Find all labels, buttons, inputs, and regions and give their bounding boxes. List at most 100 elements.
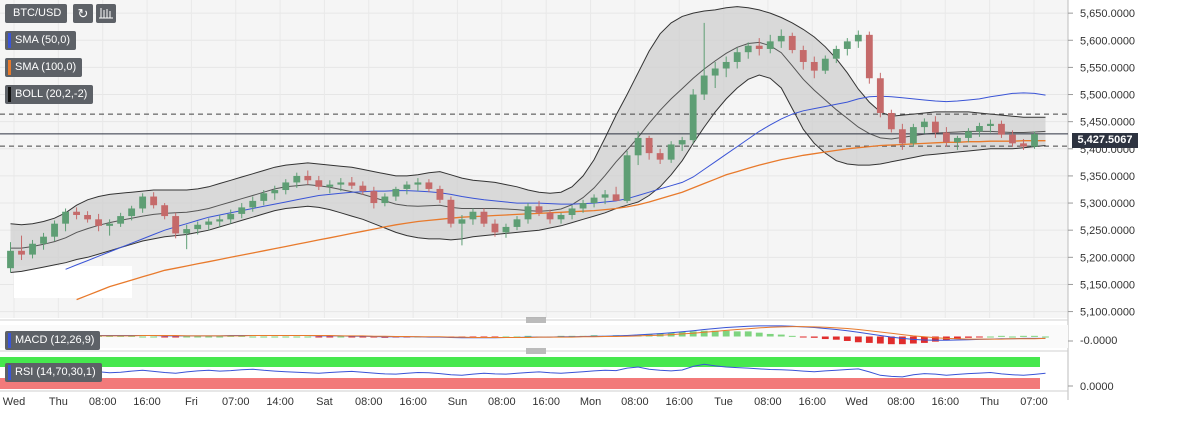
x-tick-label: Wed xyxy=(3,396,25,408)
refresh-button[interactable]: ↻ xyxy=(73,4,93,23)
macd-histogram-bar xyxy=(205,336,213,338)
candle-body xyxy=(579,203,587,209)
candle-body xyxy=(491,223,499,233)
macd-histogram-bar xyxy=(987,336,994,338)
candlestick-series xyxy=(7,22,1038,273)
y-tick-label: 5,450.0000 xyxy=(1080,117,1135,129)
macd-histogram-bar xyxy=(843,336,851,341)
macd-histogram-bar xyxy=(810,336,818,338)
x-tick-label: 16:00 xyxy=(399,396,427,408)
y-tick-label: 5,500.0000 xyxy=(1080,90,1135,102)
candle-body xyxy=(326,184,334,187)
x-tick-label: Tue xyxy=(714,396,733,408)
candle-body xyxy=(40,236,47,244)
x-tick-label: 16:00 xyxy=(798,396,826,408)
overlay-sma50-label: SMA (50,0) xyxy=(15,34,71,46)
indicator-rsi[interactable]: RSI (14,70,30,1) xyxy=(5,363,102,382)
macd-histogram-bar xyxy=(161,336,169,338)
candle-body xyxy=(392,188,400,197)
candle-body xyxy=(976,126,983,132)
macd-histogram-bar xyxy=(249,336,257,338)
candle-body xyxy=(51,223,58,237)
candle-body xyxy=(810,61,818,71)
x-tick-label: 08:00 xyxy=(89,396,117,408)
overlay-sma100-label: SMA (100,0) xyxy=(15,61,77,73)
candle-body xyxy=(117,216,125,224)
overlay-boll[interactable]: BOLL (20,2,-2) xyxy=(5,85,94,104)
candle-body xyxy=(954,137,961,143)
candle-body xyxy=(645,137,653,154)
candle-body xyxy=(766,41,774,49)
candle-body xyxy=(172,216,180,234)
y-tick-label: 5,600.0000 xyxy=(1080,35,1135,47)
overlay-sma50[interactable]: SMA (50,0) xyxy=(5,31,77,50)
candle-body xyxy=(711,68,719,76)
macd-histogram-bar xyxy=(1009,336,1016,338)
macd-histogram-bar xyxy=(954,336,961,340)
price-axis: 5,100.0000 5,150.0000 5,200.0000 5,250.0000… xyxy=(1068,8,1135,319)
macd-histogram-bar xyxy=(689,331,697,337)
x-tick-label: Thu xyxy=(49,396,68,408)
macd-histogram-bar xyxy=(194,336,202,338)
x-tick-label: 14:00 xyxy=(266,396,294,408)
macd-histogram-bar xyxy=(965,336,972,338)
macd-histogram-bar xyxy=(865,336,873,343)
candle-body xyxy=(480,211,488,224)
candle-body xyxy=(84,214,91,220)
candle-body xyxy=(315,180,323,187)
candle-body xyxy=(623,155,631,201)
macd-histogram-bar xyxy=(271,336,279,338)
x-tick-label: Sat xyxy=(316,396,333,408)
macd-pane-bg xyxy=(0,325,1068,348)
y-tick-label: 5,300.0000 xyxy=(1080,198,1135,210)
indicator-macd-swatch xyxy=(8,333,11,348)
candle-body xyxy=(744,45,752,53)
candle-body xyxy=(194,224,202,230)
macd-pane: -0.0000 xyxy=(0,317,1117,354)
macd-histogram-bar xyxy=(1042,336,1049,338)
candle-body xyxy=(854,34,862,42)
blank-box xyxy=(14,266,132,298)
candle-body xyxy=(381,196,389,204)
rsi-line xyxy=(10,363,1046,378)
macd-histogram-bar xyxy=(183,336,191,338)
x-tick-label: 08:00 xyxy=(355,396,383,408)
macd-histogram-bar xyxy=(172,336,180,338)
candle-body xyxy=(260,193,268,201)
indicator-macd-label: MACD (12,26,9) xyxy=(15,334,95,346)
candle-body xyxy=(998,123,1005,135)
chart-type-button[interactable] xyxy=(96,4,116,23)
candle-body xyxy=(568,208,576,215)
macd-histogram-bar xyxy=(370,336,378,338)
rsi-value-label: 0.0000 xyxy=(1080,381,1114,393)
macd-histogram-bar xyxy=(1031,335,1038,337)
boll-upper-line xyxy=(10,6,1046,226)
candle-body xyxy=(62,211,69,224)
macd-histogram-bar xyxy=(139,336,147,338)
candle-body xyxy=(1009,134,1016,144)
candle-body xyxy=(1031,134,1038,147)
x-tick-label: 08:00 xyxy=(488,396,516,408)
candle-body xyxy=(535,206,543,213)
boll-band-fill xyxy=(10,6,1046,273)
candle-body xyxy=(799,50,807,62)
macd-histogram-bar xyxy=(150,336,158,338)
macd-histogram-bar xyxy=(337,336,345,338)
overlay-sma100[interactable]: SMA (100,0) xyxy=(5,58,83,77)
candle-body xyxy=(29,243,36,255)
candle-body xyxy=(722,61,730,69)
macd-histogram-bar xyxy=(821,336,829,340)
y-tick-label: 5,250.0000 xyxy=(1080,225,1135,237)
candle-body xyxy=(942,132,950,143)
time-axis: Wed Thu 08:00 16:00 Fri 07:00 14:00 Sat 08:00 16:… xyxy=(0,390,1068,408)
x-tick-label: 16:00 xyxy=(133,396,161,408)
x-tick-label: 16:00 xyxy=(532,396,560,408)
macd-histogram-bar xyxy=(348,336,356,338)
indicator-macd[interactable]: MACD (12,26,9) xyxy=(5,331,101,350)
macd-histogram-bar xyxy=(304,336,312,338)
candle-body xyxy=(18,250,25,255)
symbol-label[interactable]: BTC/USD xyxy=(5,4,68,23)
candle-body xyxy=(249,200,257,208)
y-tick-label: 5,650.0000 xyxy=(1080,8,1135,20)
